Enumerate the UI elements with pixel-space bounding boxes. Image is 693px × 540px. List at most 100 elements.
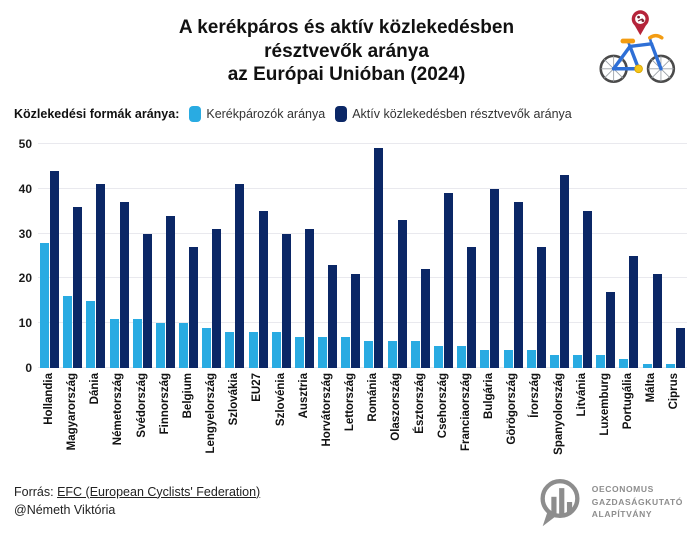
bar-cyclists [86, 300, 96, 368]
x-axis-label: Lettország [344, 373, 357, 432]
location-pin-icon [631, 10, 649, 36]
bar-active [96, 184, 106, 368]
bar-cyclists [318, 336, 328, 368]
bar-group [271, 144, 291, 368]
bar-group [179, 144, 199, 368]
y-tick-label: 20 [18, 271, 32, 286]
x-label-cell: Finnország [158, 373, 172, 477]
category-column: Szlovénia [270, 144, 293, 477]
bar-group [155, 144, 175, 368]
x-axis-label: Hollandia [42, 373, 55, 425]
bar-active [513, 202, 523, 368]
x-label-cell: Franciaország [459, 373, 473, 477]
x-axis-label: Bulgária [483, 373, 496, 420]
bars-columns: Hollandia Magyarország Dánia Németország Své… [38, 144, 687, 477]
bar-group [549, 144, 569, 368]
bar-group [86, 144, 106, 368]
chart-body: 0 10 20 30 40 50 Hollandia Magyarország Dánia Né… [19, 137, 687, 477]
category-column: Hollandia [38, 144, 61, 477]
category-column: Írország [525, 144, 548, 477]
category-column: Bulgária [478, 144, 501, 477]
bar-group [40, 144, 60, 368]
category-column: Németország [108, 144, 131, 477]
bar-group [596, 144, 616, 368]
bar-active [328, 264, 338, 368]
x-axis-label: Belgium [181, 373, 194, 419]
category-column: Dánia [84, 144, 107, 477]
bar-cyclists [619, 359, 629, 368]
bar-active [281, 233, 291, 368]
x-axis-label: Ausztria [297, 373, 310, 419]
category-column: Luxemburg [594, 144, 617, 477]
bar-cyclists [410, 341, 420, 368]
x-label-cell: Spanyolország [553, 373, 566, 477]
bar-cyclists [341, 336, 351, 368]
bar-cyclists [155, 323, 165, 368]
bar-active [675, 327, 685, 368]
bar-active [536, 247, 546, 368]
x-label-cell: Luxemburg [599, 373, 612, 477]
bar-active [235, 184, 245, 368]
bar-active [606, 291, 616, 368]
x-axis-label: Litvánia [575, 373, 588, 417]
bar-group [573, 144, 593, 368]
bar-group [132, 144, 152, 368]
legend-item-active-label: Aktív közlekedésben résztvevők aránya [352, 107, 572, 121]
x-axis-label: Málta [645, 373, 658, 403]
bar-cyclists [364, 341, 374, 368]
logo-text-line3: ALAPÍTVÁNY [591, 509, 653, 520]
footer: Forrás: EFC (European Cyclists' Federati… [14, 483, 260, 521]
bar-active [351, 273, 361, 368]
bar-active [258, 211, 268, 368]
logo-text: OECONOMUS GAZDASÁGKUTATÓ ALAPÍTVÁNY [592, 483, 683, 521]
x-axis-label: Finnország [158, 373, 171, 435]
x-axis-label: Görögország [506, 373, 519, 445]
x-label-cell: Bulgária [483, 373, 496, 477]
y-tick-label: 40 [18, 181, 32, 196]
bar-active [189, 247, 199, 368]
x-label-cell: Lengyelország [205, 373, 218, 477]
x-label-cell: Lettország [344, 373, 357, 477]
source-link[interactable]: EFC (European Cyclists' Federation) [57, 484, 261, 499]
author-handle: @Németh Viktória [14, 503, 116, 518]
x-axis-label: Észtország [413, 373, 426, 434]
category-column: Lettország [339, 144, 362, 477]
y-tick-label: 0 [25, 361, 32, 375]
bar-cyclists [573, 354, 583, 368]
bar-chart: 0 10 20 30 40 50 Hollandia Magyarország Dánia Né… [12, 137, 687, 477]
legend-title: Közlekedési formák aránya: [14, 107, 180, 121]
bar-cyclists [387, 341, 397, 368]
x-label-cell: Belgium [181, 373, 195, 477]
category-column: EU27 [247, 144, 270, 477]
x-axis-label: Németország [112, 373, 125, 446]
source-prefix: Forrás: [14, 484, 58, 499]
category-column: Franciaország [455, 144, 478, 477]
bar-cyclists [549, 354, 559, 368]
bar-active [119, 202, 129, 368]
x-label-cell: Svédország [135, 373, 149, 477]
x-axis-label: Ciprus [668, 373, 681, 410]
bar-active [397, 220, 407, 368]
bar-cyclists [248, 332, 258, 368]
source-line: Forrás: EFC (European Cyclists' Federati… [14, 483, 260, 502]
x-axis-label: Franciaország [459, 373, 472, 451]
bar-cyclists [503, 350, 513, 368]
bar-group [225, 144, 245, 368]
gridline [38, 322, 687, 324]
bar-cyclists [642, 363, 652, 368]
oeconomus-logo-icon [540, 479, 580, 527]
bar-cyclists [480, 350, 490, 368]
bar-cyclists [294, 336, 304, 368]
category-column: Litvánia [571, 144, 594, 477]
y-tick-label: 50 [18, 137, 32, 151]
x-label-cell: Olaszország [390, 373, 403, 477]
category-column: Svédország [131, 144, 154, 477]
bar-cyclists [665, 363, 675, 368]
bar-active [374, 148, 384, 368]
x-label-cell: Szlovénia [275, 373, 288, 477]
x-axis-label: Svédország [135, 373, 148, 438]
legend: Közlekedési formák aránya: Kerékpározók … [14, 106, 683, 122]
x-label-cell: Ausztria [297, 373, 311, 477]
x-axis-label: Csehország [436, 373, 449, 439]
